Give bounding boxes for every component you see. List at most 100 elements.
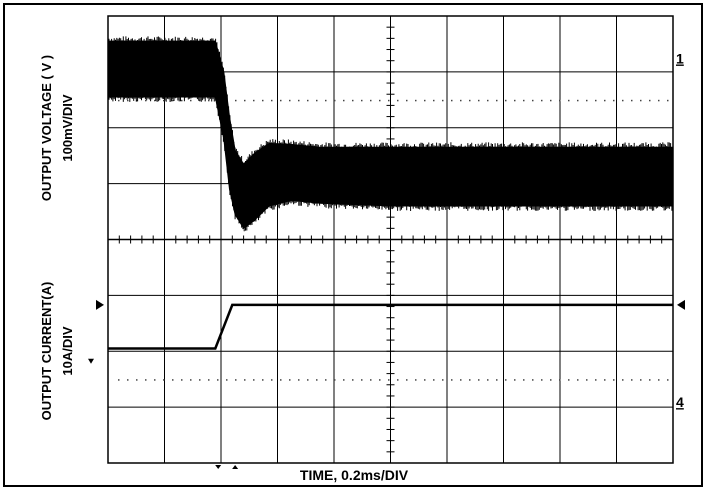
graticule-dot	[667, 99, 669, 102]
graticule-dot	[280, 379, 282, 381]
channel-markers: 14	[88, 50, 685, 469]
graticule-dot	[541, 379, 543, 381]
graticule-dot	[460, 99, 462, 102]
graticule-dot	[577, 379, 579, 381]
graticule-dot	[181, 99, 183, 102]
graticule-dot	[406, 99, 408, 102]
graticule-dot	[298, 99, 300, 102]
graticule-dot	[244, 99, 246, 102]
graticule-dot	[253, 99, 255, 102]
graticule-dot	[559, 379, 561, 381]
graticule-dot	[505, 379, 507, 381]
channel-1-marker: 1	[676, 50, 684, 66]
graticule-dot	[631, 379, 633, 381]
graticule-dot	[541, 99, 543, 102]
graticule-dot	[361, 99, 363, 102]
graticule-dot	[595, 379, 597, 381]
graticule-dot	[658, 379, 660, 381]
graticule-dot	[289, 99, 291, 102]
graticule-dot	[586, 99, 588, 102]
graticule-dot	[469, 379, 471, 381]
graticule-dot	[577, 99, 579, 102]
graticule-dot	[586, 379, 588, 381]
graticule-dot	[190, 379, 192, 381]
graticule-dot	[298, 379, 300, 381]
graticule-dot	[568, 379, 570, 381]
graticule-dot	[658, 99, 660, 102]
graticule-dot	[649, 99, 651, 102]
graticule-dot	[667, 379, 669, 381]
graticule-dot	[388, 99, 390, 102]
x-axis-label: TIME, 0.2ms/DIV	[299, 467, 409, 483]
graticule-dot	[532, 379, 534, 381]
graticule-dot	[460, 379, 462, 381]
graticule-dot	[496, 99, 498, 102]
graticule-dot	[487, 99, 489, 102]
graticule-dot	[361, 379, 363, 381]
graticule-dot	[415, 379, 417, 381]
graticule-dot	[154, 379, 156, 381]
graticule-dot	[550, 379, 552, 381]
graticule-dot	[478, 99, 480, 102]
graticule-dot	[370, 99, 372, 102]
graticule-dot	[559, 99, 561, 102]
graticule-dot	[379, 99, 381, 102]
graticule-dot	[622, 379, 624, 381]
voltage-trace	[107, 36, 674, 232]
graticule-dot	[262, 99, 264, 102]
current-scale-label: 10A/DIV	[60, 326, 75, 376]
graticule-dot	[442, 99, 444, 102]
graticule-dot	[226, 379, 228, 381]
graticule-dot	[217, 379, 219, 381]
graticule-dot	[406, 379, 408, 381]
graticule-dot	[415, 99, 417, 102]
graticule-dot	[253, 379, 255, 381]
graticule-dot	[289, 379, 291, 381]
graticule-dot	[397, 379, 399, 381]
graticule-dot	[469, 99, 471, 102]
graticule-dot	[442, 379, 444, 381]
ground-marker	[88, 358, 94, 364]
graticule-dot	[379, 379, 381, 381]
graticule-dot	[235, 379, 237, 381]
graticule-dot	[622, 99, 624, 102]
graticule-dot	[181, 379, 183, 381]
graticule-dot	[343, 99, 345, 102]
channel-4-marker: 4	[676, 394, 684, 410]
voltage-noise	[108, 36, 673, 232]
graticule-dot	[640, 379, 642, 381]
graticule-dot	[334, 379, 336, 381]
voltage-scale-label: 100mV/DIV	[60, 94, 75, 162]
graticule-dot	[514, 99, 516, 102]
graticule-dot	[262, 379, 264, 381]
graticule-dot	[163, 99, 165, 102]
graticule-dots	[118, 99, 669, 381]
current-axis-label: OUTPUT CURRENT(A)	[39, 281, 54, 421]
figure-border	[3, 3, 703, 487]
graticule-dot	[208, 379, 210, 381]
graticule-dot	[172, 99, 174, 102]
graticule-dot	[145, 99, 147, 102]
grid	[107, 15, 674, 464]
graticule-dot	[451, 99, 453, 102]
graticule-dot	[550, 99, 552, 102]
graticule-dot	[595, 99, 597, 102]
graticule-dot	[136, 379, 138, 381]
graticule-dot	[631, 99, 633, 102]
graticule-dot	[118, 99, 120, 102]
graticule-dot	[496, 379, 498, 381]
graticule-dot	[307, 99, 309, 102]
trigger-position-marker	[215, 465, 222, 469]
graticule-dot	[613, 99, 615, 102]
graticule-dot	[145, 379, 147, 381]
graticule-dot	[388, 379, 390, 381]
graticule-dot	[478, 379, 480, 381]
graticule-dot	[307, 379, 309, 381]
graticule-dot	[433, 379, 435, 381]
graticule-dot	[424, 379, 426, 381]
current-trace	[108, 303, 673, 350]
graticule-dot	[271, 99, 273, 102]
graticule-dot	[604, 99, 606, 102]
